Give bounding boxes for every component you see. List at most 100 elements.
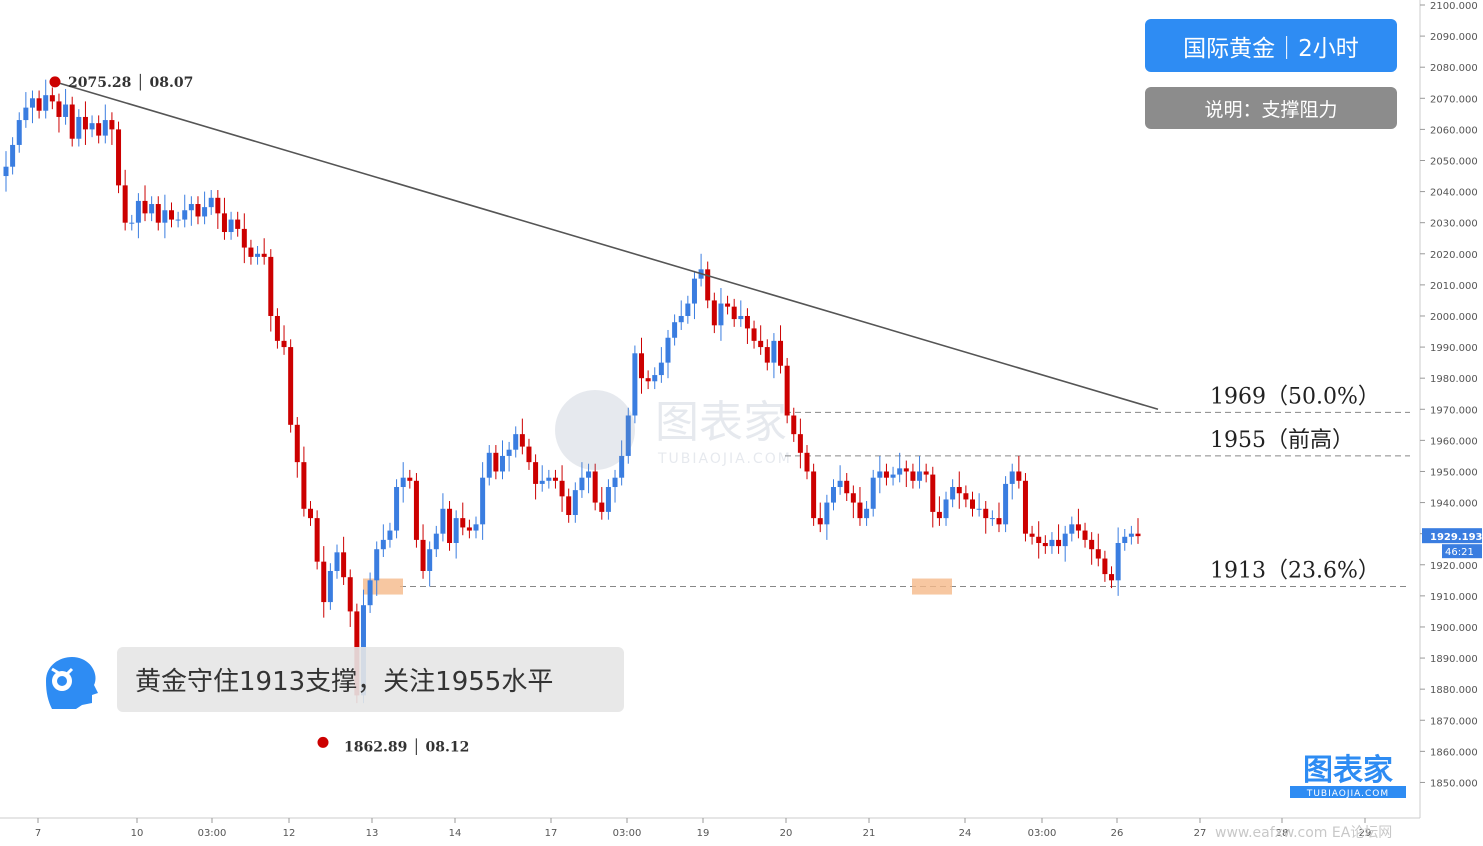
candle-body (1135, 533, 1141, 537)
candle-body (844, 480, 850, 494)
candle-body (374, 549, 380, 581)
candle-body (122, 185, 128, 223)
x-axis: 7 10 03:00 12 13 14 17 03:00 19 20 21 24 03:00 26 27 28… (0, 817, 1420, 839)
candle-body (883, 471, 889, 478)
candle-body (870, 477, 876, 509)
candle-body (572, 490, 578, 516)
y-tick-label: 2010.000 (1430, 281, 1478, 292)
candle-body (1069, 524, 1075, 534)
current-price-tag (1422, 528, 1482, 544)
low-marker (317, 736, 329, 748)
candle-body (82, 116, 88, 130)
candle-body (605, 487, 611, 512)
candle-body (797, 434, 803, 453)
candle-body (321, 561, 327, 603)
candle-body (308, 508, 314, 519)
x-tick-label: 21 (863, 828, 876, 839)
candlestick-series (3, 79, 1141, 704)
brand-sub: TUBIAOJIA.COM (1306, 789, 1389, 799)
high-annotation-label: 2075.28 │ 08.07 (68, 73, 193, 91)
candle-body (407, 477, 413, 481)
candle-body (327, 570, 333, 603)
candle-body (1082, 530, 1088, 540)
y-tick-label: 2000.000 (1430, 312, 1478, 323)
support-zone (912, 578, 952, 595)
candle-body (480, 477, 486, 525)
candle-body (936, 511, 942, 519)
candle-body (175, 219, 181, 221)
candle-body (546, 477, 552, 481)
x-tick-label: 24 (959, 828, 972, 839)
candle-body (400, 477, 406, 488)
candle-body (23, 107, 29, 121)
candle-body (850, 493, 856, 503)
x-tick-label: 19 (697, 828, 710, 839)
ai-avatar-icon (46, 657, 98, 709)
candle-body (824, 502, 830, 525)
candle-body (970, 499, 976, 509)
level-labels: 1969（50.0%） 1955（前高） 1913（23.6%） (1210, 384, 1380, 583)
candle-body (632, 353, 638, 416)
candle-body (996, 518, 1002, 525)
x-tick-label: 29 (1359, 828, 1372, 839)
candle-body (1095, 549, 1101, 559)
candle-body (943, 499, 949, 519)
candle-body (29, 98, 35, 108)
watermark-brand: 图表家 (655, 397, 787, 448)
level-label: 1955（前高） (1210, 428, 1354, 453)
candle-body (433, 533, 439, 550)
candle-body (864, 508, 870, 519)
candle-body (268, 256, 274, 316)
low-annotation-label: 1862.89 │ 08.12 (344, 737, 469, 755)
candle-body (1016, 471, 1022, 481)
candle-body (235, 219, 241, 229)
candle-body (294, 424, 300, 463)
candle-body (49, 95, 55, 102)
candle-body (36, 98, 42, 111)
y-tick-label: 1860.000 (1430, 747, 1478, 758)
x-tick-label: 26 (1111, 828, 1124, 839)
candle-body (281, 340, 287, 348)
support-zone (363, 578, 403, 595)
candle-body (288, 347, 294, 425)
candle-body (76, 116, 82, 139)
candle-body (678, 315, 684, 323)
candle-body (539, 480, 545, 484)
candle-body (731, 306, 737, 320)
candle-body (1128, 533, 1134, 537)
candle-body (738, 315, 744, 320)
candle-body (612, 477, 618, 488)
x-tick-label: 10 (131, 828, 144, 839)
y-tick-label: 2100.000 (1430, 1, 1478, 12)
current-price-label: 1929.193 (1430, 532, 1483, 543)
candle-body (579, 477, 585, 491)
candle-body (109, 120, 115, 130)
candle-body (897, 468, 903, 475)
candle-body (1042, 542, 1048, 547)
candle-body (771, 340, 777, 363)
candle-body (592, 471, 598, 503)
candle-body (394, 487, 400, 531)
candle-body (645, 378, 651, 382)
candle-body (711, 300, 717, 326)
candle-body (499, 455, 505, 472)
candle-body (672, 322, 678, 338)
y-tick-label: 2040.000 (1430, 188, 1478, 199)
candle-body (248, 247, 254, 257)
countdown-label: 46:21 (1445, 547, 1474, 558)
brand-logo: 图表家 TUBIAOJIA.COM (1290, 753, 1406, 799)
candle-body (910, 471, 916, 481)
candle-body (1003, 483, 1009, 525)
candle-body (652, 375, 658, 382)
y-tick-label: 2050.000 (1430, 156, 1478, 167)
candle-body (811, 471, 817, 519)
candle-body (566, 496, 572, 516)
y-tick-label: 2030.000 (1430, 219, 1478, 230)
candle-body (1122, 536, 1128, 543)
x-tick-label: 17 (545, 828, 558, 839)
candle-body (202, 207, 208, 217)
high-marker (49, 76, 61, 88)
y-tick-label: 2080.000 (1430, 63, 1478, 74)
candle-body (427, 549, 433, 571)
candle-body (976, 508, 982, 510)
